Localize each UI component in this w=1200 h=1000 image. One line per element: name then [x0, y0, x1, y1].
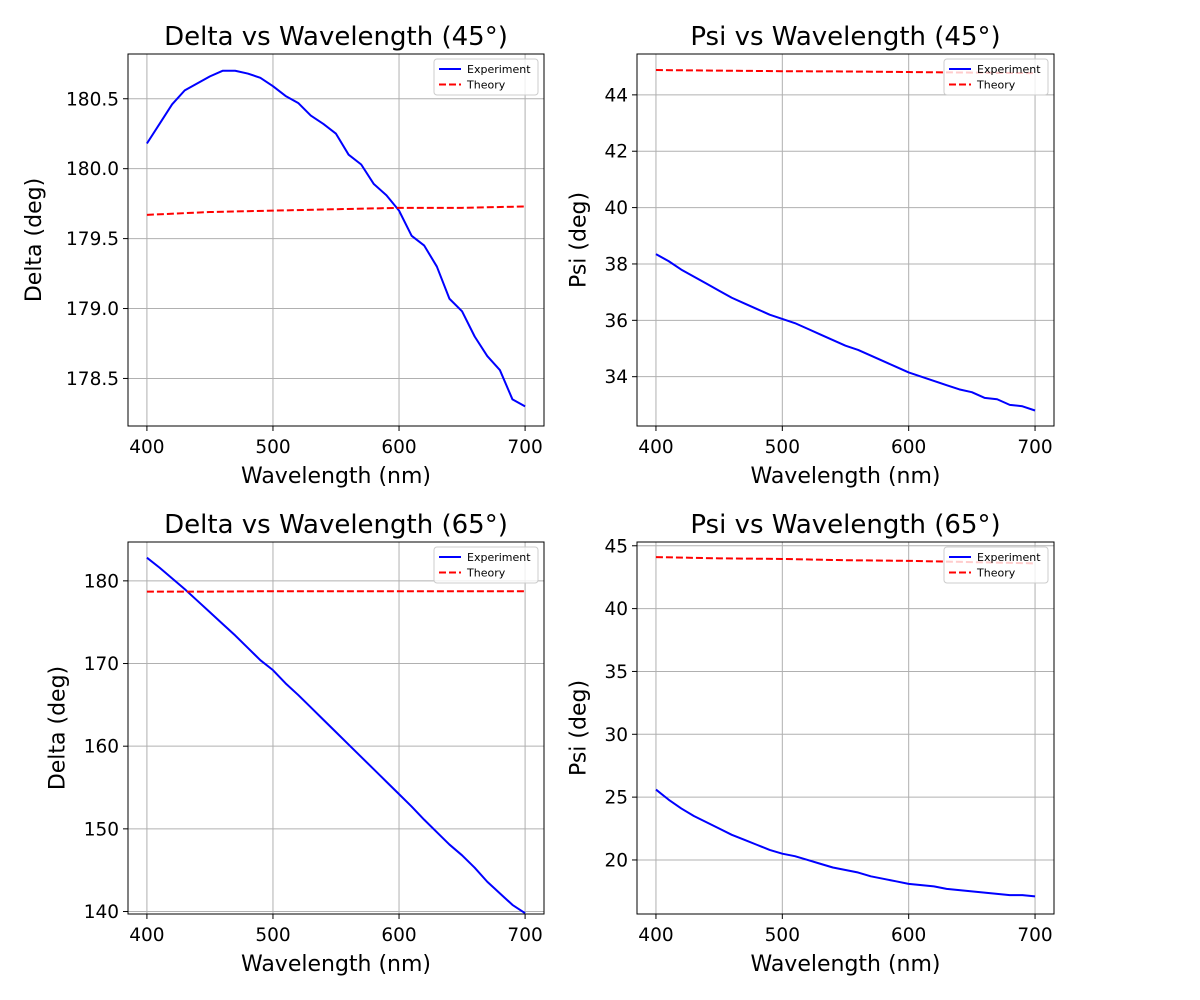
series-line-experiment — [146, 556, 526, 915]
y-axis-label: Delta (deg) — [46, 666, 71, 790]
y-tick-label: 179.0 — [66, 299, 119, 320]
legend-label-experiment: Experiment — [467, 551, 531, 564]
chart-delta-65: 400 500 600 700 140 150 160 170 180 Delta vs Wave… — [46, 510, 545, 977]
series-line-experiment — [655, 253, 1036, 412]
x-tick-label: 600 — [891, 925, 926, 946]
x-tick-label: 400 — [638, 437, 673, 458]
x-tick-label: 700 — [1017, 437, 1052, 458]
x-tick-label: 700 — [507, 437, 542, 458]
x-tick-label: 700 — [1017, 925, 1052, 946]
x-tick-label: 700 — [507, 925, 542, 946]
plot-frame — [127, 53, 545, 427]
plot-frame — [636, 541, 1055, 915]
y-tick-label: 45 — [604, 536, 628, 557]
y-tick-label: 30 — [604, 725, 628, 746]
y-tick-label: 40 — [604, 198, 628, 219]
series-line-experiment — [655, 788, 1036, 898]
x-tick-label: 400 — [638, 925, 673, 946]
chart-title: Psi vs Wavelength (45°) — [690, 22, 1000, 52]
legend-label-experiment: Experiment — [977, 63, 1041, 76]
legend-label-theory: Theory — [466, 567, 506, 580]
chart-title: Psi vs Wavelength (65°) — [690, 510, 1000, 540]
x-tick-label: 500 — [765, 925, 800, 946]
x-axis-label: Wavelength (nm) — [241, 952, 431, 977]
x-axis-label: Wavelength (nm) — [241, 464, 431, 489]
y-tick-label: 20 — [604, 850, 628, 871]
x-tick-label: 500 — [255, 437, 290, 458]
chart-title: Delta vs Wavelength (45°) — [164, 22, 508, 52]
y-tick-label: 44 — [604, 85, 628, 106]
chart-title: Delta vs Wavelength (65°) — [164, 510, 508, 540]
legend: Experiment Theory — [433, 546, 539, 584]
y-axis-label: Psi (deg) — [566, 680, 591, 776]
y-tick-label: 25 — [604, 788, 628, 809]
legend-label-experiment: Experiment — [977, 551, 1041, 564]
x-tick-label: 600 — [891, 437, 926, 458]
y-tick-label: 150 — [84, 819, 119, 840]
legend-label-theory: Theory — [466, 79, 506, 92]
y-axis-label: Psi (deg) — [566, 192, 591, 288]
legend: Experiment Theory — [433, 58, 539, 96]
y-tick-label: 180.5 — [66, 89, 119, 110]
legend-label-experiment: Experiment — [467, 63, 531, 76]
y-tick-label: 42 — [604, 142, 628, 163]
x-tick-label: 500 — [255, 925, 290, 946]
y-tick-label: 178.5 — [66, 369, 119, 390]
legend-label-theory: Theory — [976, 79, 1016, 92]
y-tick-label: 38 — [604, 254, 628, 275]
legend: Experiment Theory — [943, 546, 1049, 584]
chart-psi-45: 400 500 600 700 34 36 38 40 42 44 Psi vs Wavelengt… — [566, 22, 1055, 489]
y-tick-label: 180 — [84, 571, 119, 592]
y-tick-label: 140 — [84, 902, 119, 923]
series-line-theory — [146, 205, 526, 216]
y-tick-label: 40 — [604, 599, 628, 620]
chart-psi-65: 400 500 600 700 20 25 30 35 40 45 Psi vs Wavelengt… — [566, 510, 1055, 977]
plot-frame — [636, 53, 1055, 427]
x-tick-label: 400 — [129, 925, 164, 946]
y-tick-label: 179.5 — [66, 229, 119, 250]
x-axis-label: Wavelength (nm) — [750, 952, 940, 977]
y-tick-label: 34 — [604, 367, 628, 388]
legend: Experiment Theory — [943, 58, 1049, 96]
x-tick-label: 500 — [765, 437, 800, 458]
y-tick-label: 170 — [84, 654, 119, 675]
x-tick-label: 600 — [381, 437, 416, 458]
plot-frame — [127, 541, 545, 915]
y-tick-label: 180.0 — [66, 159, 119, 180]
x-tick-label: 600 — [381, 925, 416, 946]
y-tick-label: 160 — [84, 737, 119, 758]
y-axis-label: Delta (deg) — [22, 178, 47, 302]
x-tick-label: 400 — [129, 437, 164, 458]
legend-label-theory: Theory — [976, 567, 1016, 580]
x-axis-label: Wavelength (nm) — [750, 464, 940, 489]
chart-delta-45: 400 500 600 700 178.5 179.0 179.5 180.0 180.5 Del… — [22, 22, 545, 489]
series-line-experiment — [146, 69, 526, 408]
y-tick-label: 35 — [604, 662, 628, 683]
y-tick-label: 36 — [604, 311, 628, 332]
